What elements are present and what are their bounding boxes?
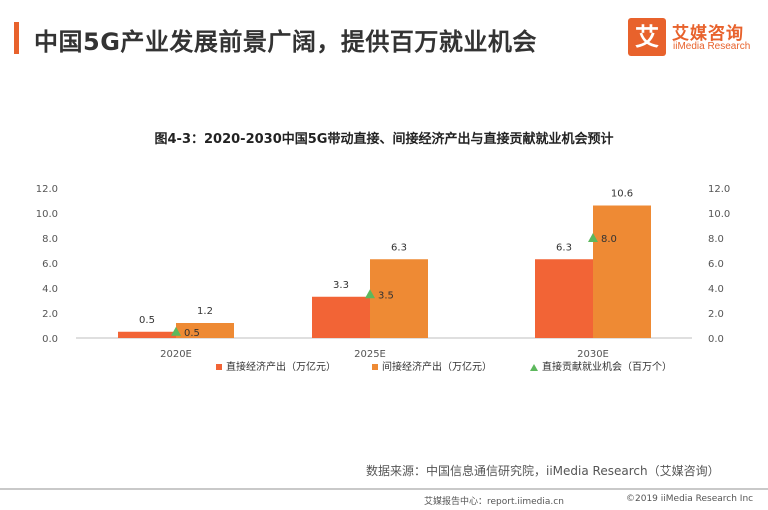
y-tick-left-2: 4.0 <box>42 284 58 295</box>
bar-direct-2030E <box>535 259 593 338</box>
legend-label-indirect: 间接经济产出（万亿元） <box>382 362 492 373</box>
x-tick-2030E: 2030E <box>577 349 609 360</box>
y-tick-left-6: 12.0 <box>36 184 58 195</box>
x-tick-2020E: 2020E <box>160 349 192 360</box>
label-direct-2025E: 3.3 <box>333 280 349 291</box>
bar-indirect-2020E <box>176 323 234 338</box>
y-tick-left-0: 0.0 <box>42 334 58 345</box>
y-tick-right-0: 0.0 <box>708 334 724 345</box>
legend-swatch-direct-icon <box>216 364 222 370</box>
logo-cn-text: 艾媒咨询 <box>672 24 744 44</box>
title-accent-bar <box>14 22 19 54</box>
footer-copyright: ©2019 iiMedia Research Inc <box>626 494 754 504</box>
data-source: 数据来源：中国信息通信研究院，iiMedia Research（艾媒咨询） <box>366 464 720 478</box>
y-axis-left: 0.0 2.0 4.0 6.0 8.0 10.0 12.0 <box>36 184 58 345</box>
bar-direct-2020E <box>118 331 176 338</box>
y-tick-right-2: 4.0 <box>708 284 724 295</box>
marker-jobs-2025E <box>365 289 375 299</box>
legend-item-indirect: 间接经济产出（万亿元） <box>372 358 492 373</box>
legend-triangle-jobs-icon <box>530 363 538 371</box>
label-jobs-2025E: 3.5 <box>378 290 394 301</box>
bar-direct-2025E <box>312 296 370 338</box>
legend-label-direct: 直接经济产出（万亿元） <box>226 362 336 373</box>
y-tick-right-4: 8.0 <box>708 234 724 245</box>
markers-group: 0.5 3.5 8.0 <box>171 233 617 339</box>
y-tick-right-5: 10.0 <box>708 209 730 220</box>
iimedia-logo: 艾 艾媒咨询 iiMedia Research <box>628 18 766 58</box>
bar-indirect-2025E <box>370 259 428 338</box>
bars-group: 0.5 1.2 3.3 6.3 6.3 10.6 <box>118 189 651 338</box>
footer-divider <box>0 488 768 490</box>
marker-jobs-2030E <box>588 233 598 242</box>
legend: 直接经济产出（万亿元） 间接经济产出（万亿元） 直接贡献就业机会（百万个） <box>0 358 768 378</box>
y-tick-left-3: 6.0 <box>42 259 58 270</box>
y-tick-left-4: 8.0 <box>42 234 58 245</box>
logo-en-text: iiMedia Research <box>673 41 751 52</box>
page-title: 中国5G产业发展前景广阔，提供百万就业机会 <box>34 28 537 56</box>
label-indirect-2020E: 1.2 <box>197 306 213 317</box>
x-axis-labels: 2020E 2025E 2030E <box>160 349 609 360</box>
y-tick-left-5: 10.0 <box>36 209 58 220</box>
label-direct-2030E: 6.3 <box>556 242 572 253</box>
marker-jobs-2020E <box>171 326 181 336</box>
y-axis-right: 0.0 2.0 4.0 6.0 8.0 10.0 12.0 <box>708 184 730 345</box>
logo-mark-icon: 艾 <box>628 18 666 56</box>
legend-label-jobs: 直接贡献就业机会（百万个） <box>542 362 672 373</box>
y-tick-right-3: 6.0 <box>708 259 724 270</box>
label-jobs-2020E: 0.5 <box>184 328 200 339</box>
y-tick-right-6: 12.0 <box>708 184 730 195</box>
chart-title: 图4-3：2020-2030中国5G带动直接、间接经济产出与直接贡献就业机会预计 <box>154 132 614 147</box>
footer-report-center: 艾媒报告中心：report.iimedia.cn <box>424 497 564 507</box>
label-indirect-2025E: 6.3 <box>391 242 407 253</box>
legend-item-jobs: 直接贡献就业机会（百万个） <box>530 358 672 373</box>
bar-indirect-2030E <box>593 205 651 338</box>
label-direct-2020E: 0.5 <box>139 315 155 326</box>
header: 中国5G产业发展前景广阔，提供百万就业机会 艾 艾媒咨询 iiMedia Res… <box>0 0 768 62</box>
y-tick-right-1: 2.0 <box>708 309 724 320</box>
label-indirect-2030E: 10.6 <box>611 189 633 200</box>
label-jobs-2030E: 8.0 <box>601 234 617 245</box>
legend-item-direct: 直接经济产出（万亿元） <box>216 358 336 373</box>
y-tick-left-1: 2.0 <box>42 309 58 320</box>
legend-swatch-indirect-icon <box>372 364 378 370</box>
x-tick-2025E: 2025E <box>354 349 386 360</box>
